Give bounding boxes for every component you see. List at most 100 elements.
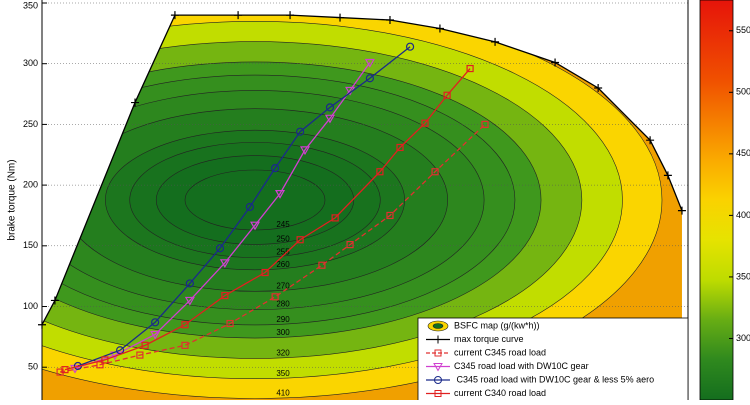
- legend-swatch: [432, 323, 444, 329]
- contour-label: 410: [276, 389, 290, 398]
- series-line: [77, 46, 411, 367]
- series-marker: [491, 37, 500, 46]
- legend-label: C345 road load with DW10C gear: [454, 361, 589, 371]
- series-marker: [286, 11, 295, 20]
- series-marker: [296, 236, 304, 244]
- series: [38, 11, 686, 329]
- contour-label: 270: [276, 281, 290, 290]
- contour-label: 260: [276, 260, 290, 269]
- series: [73, 42, 415, 371]
- series-marker: [346, 240, 354, 249]
- series-marker: [50, 296, 59, 305]
- series-marker: [131, 98, 140, 107]
- series: [61, 64, 474, 374]
- colorbar-tick-label: 550: [736, 25, 750, 35]
- colorbar-tick-label: 300: [736, 333, 750, 343]
- legend-marker: [433, 363, 443, 372]
- contour-label: 300: [276, 328, 290, 337]
- series-marker: [271, 164, 280, 173]
- contour-label: 245: [276, 220, 290, 229]
- series-marker: [431, 168, 439, 176]
- series-marker: [185, 279, 194, 288]
- legend-marker: [434, 349, 442, 357]
- series-marker: [594, 83, 603, 92]
- series-marker: [365, 74, 374, 83]
- legend-marker: [434, 335, 442, 344]
- series-marker: [219, 259, 230, 269]
- series-marker: [299, 146, 311, 156]
- series-marker: [646, 136, 655, 145]
- series-marker: [136, 351, 144, 359]
- series-marker: [245, 202, 254, 212]
- series-marker: [336, 13, 345, 22]
- series-marker: [226, 319, 234, 328]
- y-tick-label: 350: [23, 0, 38, 10]
- series-line: [64, 68, 471, 371]
- legend-marker: [434, 390, 442, 397]
- series-marker: [386, 211, 394, 220]
- contour-label: 250: [276, 235, 290, 244]
- series-marker: [325, 103, 335, 112]
- series-marker: [443, 91, 451, 99]
- colorbar-tick-label: 400: [736, 210, 750, 220]
- series-marker: [331, 214, 339, 222]
- colorbar-tick-label: 500: [736, 87, 750, 97]
- series-marker: [405, 42, 415, 51]
- contour-label: 320: [276, 349, 290, 358]
- legend-label: current C340 road load: [454, 388, 546, 398]
- contour-label: 255: [276, 248, 290, 257]
- series-marker: [364, 58, 375, 68]
- legend-box: [417, 317, 689, 405]
- series: [56, 120, 489, 376]
- series-marker: [115, 346, 125, 355]
- legend-label: current C345 road load: [454, 347, 546, 357]
- y-axis-label: brake torque (Nm): [7, 159, 18, 240]
- legend-marker: [434, 376, 442, 384]
- series-marker: [385, 15, 394, 24]
- series-marker: [38, 320, 46, 329]
- series-marker: [150, 330, 161, 340]
- colorbar-tick-label: 450: [736, 148, 750, 158]
- series-marker: [151, 318, 160, 327]
- y-tick-label: 50: [28, 362, 38, 372]
- series-marker: [481, 120, 489, 129]
- series-marker: [551, 58, 560, 67]
- series-marker: [435, 24, 444, 33]
- series-marker: [324, 114, 336, 124]
- series-marker: [170, 11, 179, 20]
- legend: BSFC map (g/(kw*h)) max torque curve curre…: [417, 317, 689, 405]
- legend-label: BSFC map (g/(kw*h)): [454, 320, 540, 330]
- series-marker: [221, 291, 229, 300]
- series-marker: [61, 366, 69, 374]
- y-tick-label: 300: [23, 58, 38, 68]
- y-tick-label: 100: [23, 301, 38, 311]
- series-line: [59, 123, 486, 373]
- series-marker: [141, 341, 149, 349]
- contour-label: 290: [276, 315, 290, 324]
- series-marker: [215, 244, 225, 253]
- series-marker: [296, 127, 305, 136]
- series-marker: [396, 143, 404, 152]
- series-marker: [274, 190, 286, 199]
- y-tick-label: 200: [23, 179, 38, 189]
- series-marker: [184, 296, 195, 306]
- colorbar-tick-label: 350: [736, 271, 750, 281]
- series-marker: [261, 268, 269, 277]
- y-tick-label: 250: [23, 119, 38, 129]
- series-marker: [181, 321, 189, 329]
- series-marker: [677, 206, 686, 215]
- legend-label: max torque curve: [454, 334, 524, 344]
- series-marker: [234, 11, 243, 20]
- series-marker: [181, 341, 189, 349]
- series-marker: [376, 168, 384, 176]
- series-marker: [271, 293, 279, 301]
- legend-label: C345 road load with DW10C gear & less 5%…: [454, 374, 654, 384]
- series-marker: [421, 119, 429, 127]
- series-marker: [250, 221, 261, 231]
- series-marker: [663, 171, 672, 180]
- series-line: [74, 62, 371, 370]
- y-tick-label: 150: [23, 240, 38, 250]
- contour-label: 350: [276, 369, 290, 378]
- series-marker: [101, 356, 109, 364]
